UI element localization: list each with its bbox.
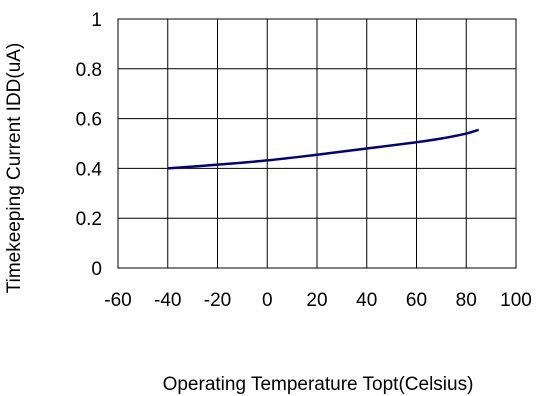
x-tick-label: 100 — [500, 290, 532, 311]
y-tick-label: 0.6 — [76, 110, 102, 131]
grid — [117, 18, 517, 269]
x-tick-label: -60 — [104, 290, 131, 311]
x-tick-label: 40 — [356, 290, 377, 311]
y-tick-label: 0.4 — [76, 159, 103, 180]
y-tick-label: 0 — [91, 259, 102, 280]
series-layer — [167, 128, 480, 170]
plot-frame — [117, 18, 517, 269]
x-tick-label: 60 — [406, 290, 427, 311]
y-axis-label: Timekeeping Current IDD(uA) — [4, 43, 25, 294]
tick-labels: -60 -40 -20 0 20 40 60 80 100 0 0.2 0.4 0.6 0.8 1 — [76, 10, 532, 311]
x-tick-label: 20 — [306, 290, 327, 311]
y-tick-label: 0.8 — [76, 60, 102, 81]
x-tick-label: 80 — [456, 290, 477, 311]
series-line — [167, 128, 480, 170]
x-axis-label: Operating Temperature Topt(Celsius) — [163, 374, 474, 395]
x-tick-label: -20 — [204, 290, 231, 311]
x-tick-label: -40 — [154, 290, 181, 311]
y-tick-label: 0.2 — [76, 209, 102, 230]
x-tick-label: 0 — [262, 290, 273, 311]
y-tick-label: 1 — [91, 10, 102, 31]
